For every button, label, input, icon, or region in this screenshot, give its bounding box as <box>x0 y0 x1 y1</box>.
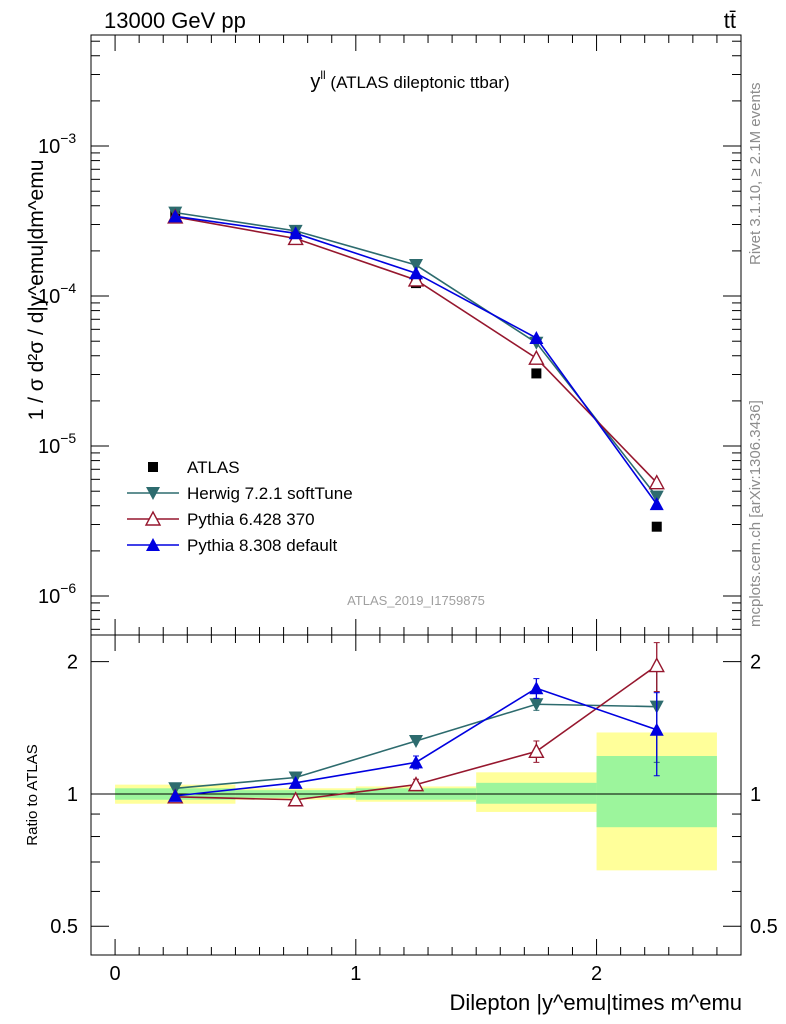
legend-marker-pythia-8-308-default <box>146 538 160 551</box>
ratio-y-axis-label: Ratio to ATLAS <box>24 744 41 845</box>
legend-label-herwig-7-2-1-softtune: Herwig 7.2.1 softTune <box>187 484 353 503</box>
energy-label: 13000 GeV pp <box>104 8 246 33</box>
pythia-8-308-default-ratio-point <box>168 788 183 802</box>
ratio-tick-label-left: 0.5 <box>50 916 78 938</box>
y-tick-exponent: −4 <box>60 280 76 296</box>
title-rest: (ATLAS dileptonic ttbar) <box>326 73 510 92</box>
uncertainty-bands <box>91 732 741 871</box>
legend-marker-atlas <box>148 462 158 472</box>
rivet-version-label: Rivet 3.1.10, ≥ 2.1M events <box>747 83 764 266</box>
y-tick-base: 10 <box>38 286 60 308</box>
legend-label-pythia-6-428-370: Pythia 6.428 370 <box>187 510 315 529</box>
y-tick-label: 10−5 <box>38 430 76 458</box>
ratio-tick-label-left: 1 <box>67 784 78 806</box>
main-y-axis-label: 1 / σ d²σ / d|y^emu|dm^emu <box>25 160 48 421</box>
x-tick-label: 2 <box>591 963 602 985</box>
ratio-tick-label-right: 0.5 <box>750 916 778 938</box>
pythia-8-308-default-ratio-point <box>529 681 544 695</box>
y-tick-label: 10−4 <box>38 280 76 308</box>
ratio-tick-label-right: 1 <box>750 784 761 806</box>
y-tick-base: 10 <box>38 586 60 608</box>
stat-uncertainty-band <box>476 782 597 804</box>
atlas-point <box>651 521 662 532</box>
atlas-point <box>531 368 542 379</box>
pythia-6-428-370-point <box>648 474 665 490</box>
herwig-7-2-1-softtune-ratio-point <box>409 734 423 748</box>
pythia-8-308-default-point <box>168 209 183 223</box>
pythia-8-308-default-ratio-point <box>649 722 664 736</box>
pythia-6-428-370-ratio-point <box>287 791 304 807</box>
pythia-6-428-370-ratio-point <box>407 776 425 792</box>
legend-marker-herwig-7-2-1-softtune <box>146 487 160 500</box>
y-tick-label: 10−6 <box>38 580 76 608</box>
pythia-6-428-370-point <box>528 349 545 365</box>
y-tick-base: 10 <box>38 436 60 458</box>
pythia-6-428-370-line <box>175 216 658 484</box>
pythia-8-308-default-ratio-point <box>288 775 303 789</box>
y-tick-exponent: −6 <box>60 580 76 596</box>
analysis-id: ATLAS_2019_I1759875 <box>347 593 485 608</box>
legend-label-atlas: ATLAS <box>187 458 240 477</box>
title-main: y <box>310 71 320 93</box>
ratio-tick-label-right: 2 <box>750 652 761 674</box>
mcplots-label: mcplots.cern.ch [arXiv:1306.3436] <box>747 400 764 627</box>
ratio-tick-label-left: 2 <box>67 652 78 674</box>
y-tick-base: 10 <box>38 136 60 158</box>
y-tick-exponent: −3 <box>60 130 76 146</box>
y-tick-exponent: −5 <box>60 430 76 446</box>
herwig-7-2-1-softtune-line <box>175 211 658 498</box>
pythia-8-308-default-point <box>409 266 423 280</box>
pythia-6-428-370-ratio-point <box>648 657 665 673</box>
legend-label-pythia-8-308-default: Pythia 8.308 default <box>187 536 338 555</box>
pythia-8-308-default-point <box>529 331 544 345</box>
legend: ATLAS Herwig 7.2.1 softTune Pythia 6.428 3… <box>127 458 353 555</box>
process-label: tt̄ <box>724 8 736 33</box>
x-axis-label: Dilepton |y^emu|times m^emu <box>450 990 743 1015</box>
main-series-layer <box>167 206 665 532</box>
pythia-6-428-370-point <box>407 271 425 287</box>
pythia-8-308-default-point <box>288 226 303 240</box>
plot-title: yll (ATLAS dileptonic ttbar) <box>310 68 509 93</box>
pythia-6-428-370-ratio-point <box>528 742 545 759</box>
ratio-series-layer <box>167 642 665 807</box>
legend-marker-pythia-6-428-370 <box>144 510 162 526</box>
ratio-plot-frame <box>90 634 742 956</box>
x-tick-label: 1 <box>350 963 361 985</box>
y-tick-label: 10−3 <box>38 130 76 158</box>
x-tick-label: 0 <box>110 963 121 985</box>
pythia-8-308-default-ratio-point <box>409 755 423 769</box>
axis-ticks: 0 1 210−310−410−510−62 21 10.5 0.5 <box>38 35 778 985</box>
herwig-7-2-1-softtune-point <box>409 259 423 273</box>
herwig-7-2-1-softtune-ratio-point <box>529 698 544 712</box>
title-sup: ll <box>320 68 325 82</box>
pythia-8-308-default-point <box>649 497 664 511</box>
